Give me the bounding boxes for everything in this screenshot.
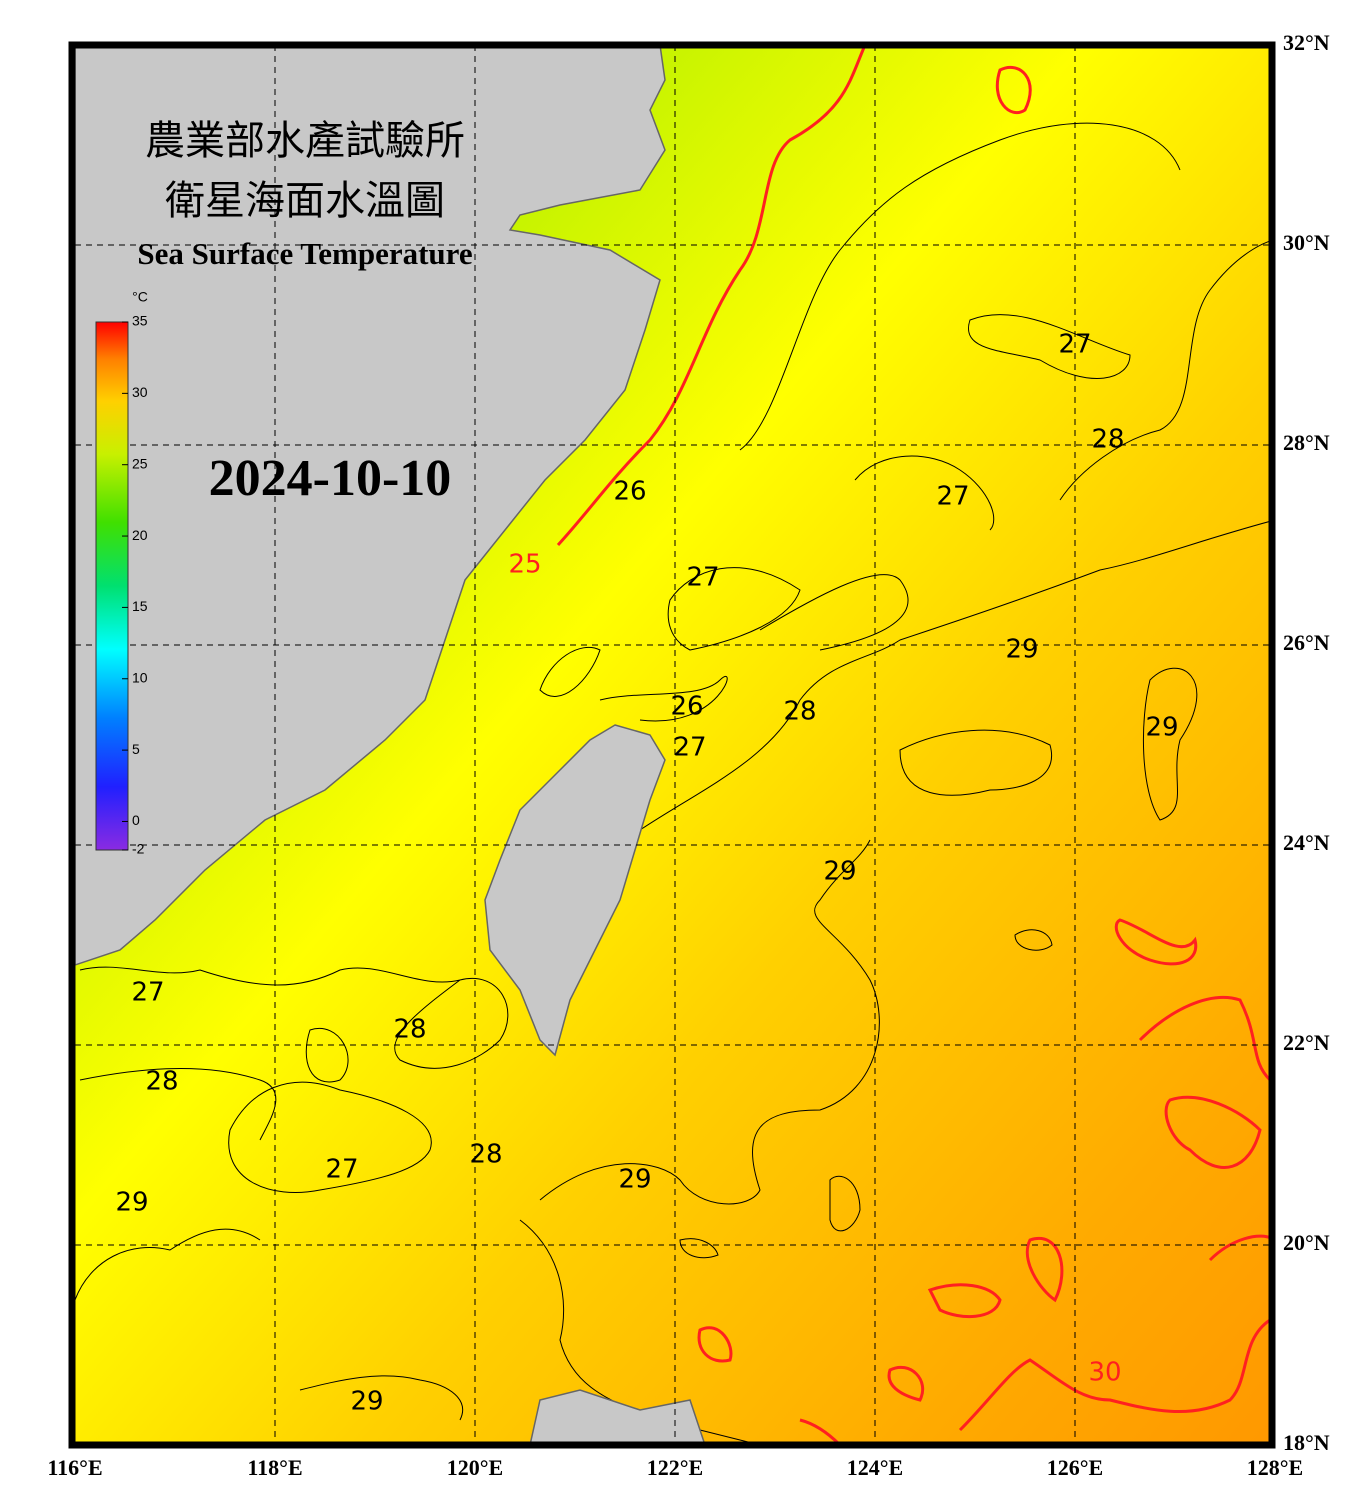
contour-label: 29 — [350, 1387, 383, 1417]
contour-label: 27 — [131, 978, 164, 1008]
contour-label: 27 — [325, 1155, 358, 1185]
colorbar — [95, 321, 129, 851]
map-area: 27 28 27 26 25 27 29 26 27 28 29 29 27 28 28 27 28 29 29 29… — [75, 45, 1275, 1445]
contour-labels: 27 28 27 26 25 27 29 26 27 28 29 29 27 28 28 27 28 29 29 29… — [115, 330, 1178, 1417]
lat-label: 24°N — [1283, 830, 1330, 855]
title-zh: 農業部水產試驗所 — [145, 118, 465, 163]
contour-label: 28 — [393, 1015, 426, 1045]
title-zh: 衛星海面水溫圖 — [165, 178, 445, 223]
date: 2024-10-10 — [209, 450, 452, 507]
lon-label: 124°E — [847, 1455, 903, 1480]
title-en: Sea Surface Temperature — [137, 236, 472, 271]
colorbar-tick-label: 10 — [132, 669, 148, 685]
colorbar-tick-label: 25 — [132, 455, 148, 471]
colorbar-tick-label: -2 — [132, 841, 145, 857]
lon-label: 126°E — [1047, 1455, 1103, 1480]
red-isotherm — [697, 65, 1275, 1445]
colorbar-tick-label: 30 — [132, 384, 148, 400]
contour-label: 27 — [673, 733, 706, 763]
contour-label: 26 — [613, 477, 646, 507]
lon-label: 116°E — [47, 1455, 102, 1480]
luzon — [529, 1389, 706, 1445]
contour-label: 29 — [1145, 713, 1178, 743]
lat-label: 20°N — [1283, 1230, 1330, 1255]
contour-label: 27 — [1058, 330, 1091, 360]
lat-label: 30°N — [1283, 230, 1330, 255]
colorbar-tick-label: 0 — [132, 812, 140, 828]
contour-label: 29 — [618, 1165, 651, 1195]
contour-label: 28 — [469, 1140, 502, 1170]
lon-label: 122°E — [647, 1455, 703, 1480]
contour-label: 29 — [115, 1188, 148, 1218]
lon-label: 118°E — [247, 1455, 302, 1480]
contour-label: 28 — [783, 697, 816, 727]
graticule — [75, 45, 1275, 1445]
colorbar-tick-label: 35 — [132, 313, 148, 329]
lat-label: 26°N — [1283, 630, 1330, 655]
contour-label: 27 — [936, 482, 969, 512]
colorbar-unit: °C — [132, 289, 148, 305]
red-isotherm — [556, 45, 867, 547]
lat-label: 28°N — [1283, 430, 1330, 455]
contour-label: 27 — [686, 563, 719, 593]
contour-label: 28 — [1091, 425, 1124, 455]
colorbar-ticks: -2 0 5 10 15 20 25 30 35 — [122, 313, 148, 857]
isotherm — [75, 122, 1275, 1445]
contour-label: 29 — [1005, 635, 1038, 665]
colorbar-tick-label: 15 — [132, 598, 148, 614]
map-frame — [68, 41, 1276, 1449]
lon-label: 128°E — [1247, 1455, 1303, 1480]
taiwan — [484, 724, 666, 1057]
lat-label: 18°N — [1283, 1430, 1330, 1455]
colorbar-tick-label: 5 — [132, 741, 140, 757]
lat-label: 22°N — [1283, 1030, 1330, 1055]
lat-label: 32°N — [1283, 30, 1330, 55]
axis-labels: 116°E 118°E 120°E 122°E 124°E 126°E 128°E18°N 2… — [47, 30, 1329, 1480]
contour-label: 29 — [823, 857, 856, 887]
contour-label: 28 — [145, 1067, 178, 1097]
lon-label: 120°E — [447, 1455, 503, 1480]
contour-label: 25 — [508, 550, 541, 580]
colorbar-tick-label: 20 — [132, 527, 148, 543]
contour-label: 26 — [670, 692, 703, 722]
contour-label: 30 — [1088, 1358, 1121, 1388]
